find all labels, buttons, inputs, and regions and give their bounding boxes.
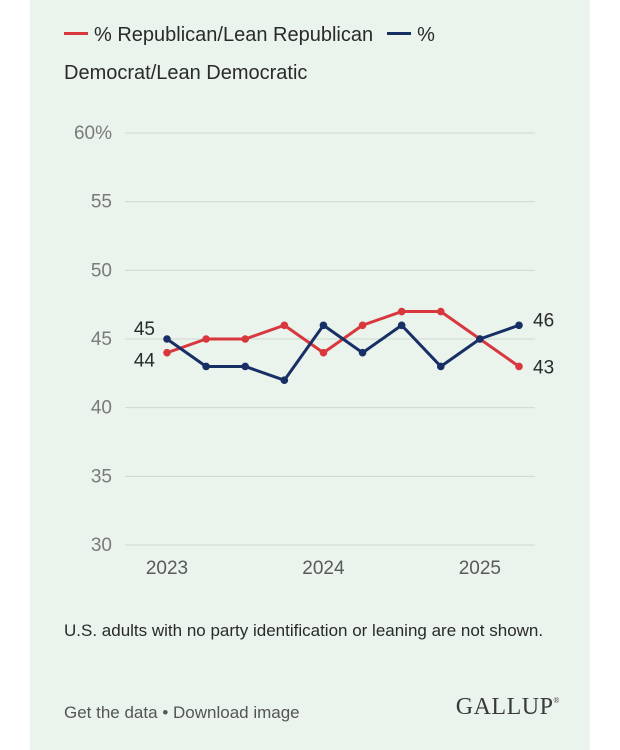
y-tick-label-40: 40 [91, 398, 112, 419]
data-point-republican-7 [436, 307, 445, 316]
data-point-democrat-1 [202, 362, 210, 371]
legend-swatch-democrat [387, 32, 412, 36]
start-label-republican: 44 [134, 351, 156, 372]
legend: % Republican/Lean Republican% Democrat/L… [64, 16, 554, 92]
end-label-democrat: 46 [533, 310, 554, 331]
brand-name: GALLUP [455, 694, 554, 720]
chart-footnote: U.S. adults with no party identification… [64, 621, 544, 640]
link-separator: • [162, 703, 169, 722]
chart-card: % Republican/Lean Republican% Democrat/L… [30, 0, 590, 750]
x-tick-label-2024: 2024 [302, 558, 345, 579]
legend-item-republican: % Republican/Lean Republican [64, 24, 373, 46]
legend-swatch-republican [64, 32, 88, 36]
x-tick-label-2025: 2025 [459, 558, 501, 579]
data-point-republican-1 [202, 335, 210, 343]
y-tick-label-30: 30 [91, 535, 112, 556]
data-point-democrat-3 [280, 376, 289, 385]
data-point-republican-6 [397, 307, 406, 316]
download-image-link[interactable]: Download image [173, 703, 300, 722]
x-tick-label-2023: 2023 [146, 558, 188, 579]
y-tick-label-60: 60% [74, 123, 112, 144]
data-point-democrat-4 [319, 321, 328, 330]
legend-item-democrat: % Democrat/Lean Democratic [64, 24, 435, 84]
y-tick-label-45: 45 [91, 329, 112, 350]
data-point-democrat-9 [515, 321, 523, 330]
data-point-democrat-8 [476, 335, 484, 343]
data-point-republican-4 [319, 348, 328, 357]
data-point-republican-2 [241, 335, 250, 343]
legend-label-republican: % Republican/Lean Republican [94, 24, 374, 46]
y-tick-label-55: 55 [91, 192, 112, 213]
start-label-democrat: 45 [134, 319, 155, 340]
data-point-democrat-5 [358, 348, 367, 357]
chart-links: Get the data • Download image [64, 700, 300, 726]
end-label-republican: 43 [533, 357, 554, 378]
legend-label-democrat: % Democrat/Lean Democratic [64, 24, 435, 84]
data-point-republican-0 [163, 348, 171, 357]
get-data-link[interactable]: Get the data [64, 703, 158, 722]
y-tick-label-50: 50 [91, 260, 112, 281]
data-point-republican-9 [515, 362, 523, 371]
data-point-democrat-7 [436, 362, 445, 371]
y-tick-label-35: 35 [91, 466, 112, 487]
data-point-republican-5 [358, 321, 367, 330]
data-point-democrat-6 [397, 321, 406, 330]
line-chart: 30 35 40 45 50 55 60% 2023 2024 2025 45 44 46 43 [74, 123, 554, 579]
brand-registered-mark: ® [553, 696, 560, 705]
data-point-democrat-2 [241, 362, 250, 371]
data-point-republican-3 [280, 321, 289, 330]
data-point-democrat-0 [163, 335, 171, 343]
series-line-democrat [165, 323, 521, 382]
gallup-logo: GALLUP® [456, 694, 560, 721]
